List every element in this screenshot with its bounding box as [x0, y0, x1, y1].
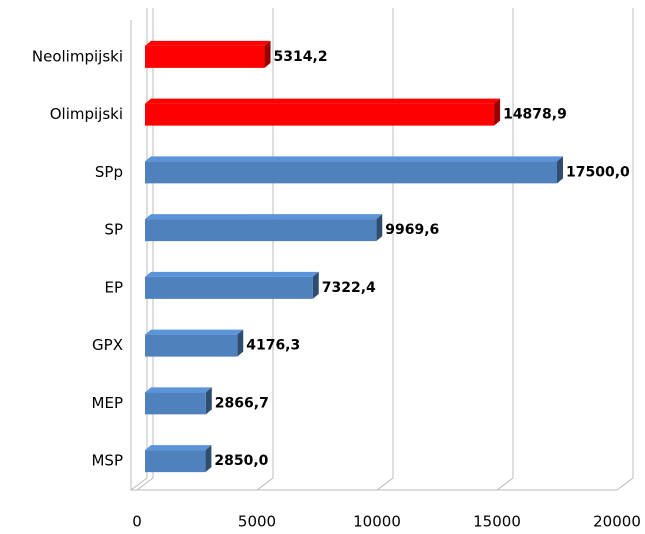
bar-end	[205, 387, 212, 415]
bar-top	[145, 40, 271, 46]
bar	[145, 214, 383, 242]
y-tick-label: MSP	[91, 452, 123, 470]
grid-line	[256, 8, 274, 491]
bar	[145, 40, 271, 68]
bar-front	[145, 392, 206, 415]
grid-line	[136, 8, 154, 491]
x-tick-label: 15000	[473, 513, 521, 531]
data-label: 17500,0	[566, 164, 630, 180]
bar-end	[205, 445, 212, 473]
data-label: 5314,2	[274, 49, 328, 65]
y-tick-label: SP	[104, 221, 123, 239]
bar-front	[145, 219, 377, 242]
x-tick-label: 0	[132, 513, 142, 531]
bar-front	[145, 334, 238, 357]
bar-end	[312, 271, 319, 299]
bar-top	[145, 445, 212, 451]
y-tick-label: EP	[104, 278, 123, 296]
data-label: 4176,3	[246, 338, 300, 354]
grid-line	[616, 8, 634, 491]
x-tick-label: 20000	[593, 513, 641, 531]
bar-front	[145, 276, 313, 299]
bar-end	[264, 40, 271, 68]
x-tick-label: 5000	[238, 513, 276, 531]
y-tick-label: MEP	[92, 394, 123, 412]
data-label: 9969,6	[385, 222, 439, 238]
bar	[145, 329, 244, 357]
bar	[145, 271, 319, 299]
bar-front	[145, 161, 557, 184]
data-label: 14878,9	[503, 107, 567, 123]
bar-top	[145, 98, 501, 104]
bar-end	[494, 98, 501, 126]
bar-end	[376, 214, 383, 242]
y-tick-label: Neolimpijski	[32, 47, 123, 65]
bar	[145, 387, 212, 415]
y-tick-label: Olimpijski	[50, 105, 123, 123]
y-tick-label: SPp	[95, 163, 123, 181]
bar-top	[145, 271, 319, 277]
bar-top	[145, 214, 383, 220]
x-tick-label: 10000	[353, 513, 401, 531]
y-tick-label: GPX	[92, 336, 123, 354]
bar-end	[557, 156, 563, 184]
data-label: 2850,0	[214, 453, 268, 469]
bar-end	[237, 329, 244, 357]
bar-front	[145, 103, 495, 126]
bar	[145, 156, 563, 184]
bar	[145, 98, 501, 126]
grid-line	[496, 8, 514, 491]
data-label: 2866,7	[215, 395, 269, 411]
bar-top	[145, 156, 563, 162]
data-label: 7322,4	[322, 280, 376, 296]
axis-wall	[130, 8, 148, 491]
bar-top	[145, 387, 212, 393]
bar-front	[145, 45, 265, 68]
bar	[145, 445, 212, 473]
bar-top	[145, 329, 244, 335]
grid-line	[376, 8, 394, 491]
bar-front	[145, 450, 206, 473]
